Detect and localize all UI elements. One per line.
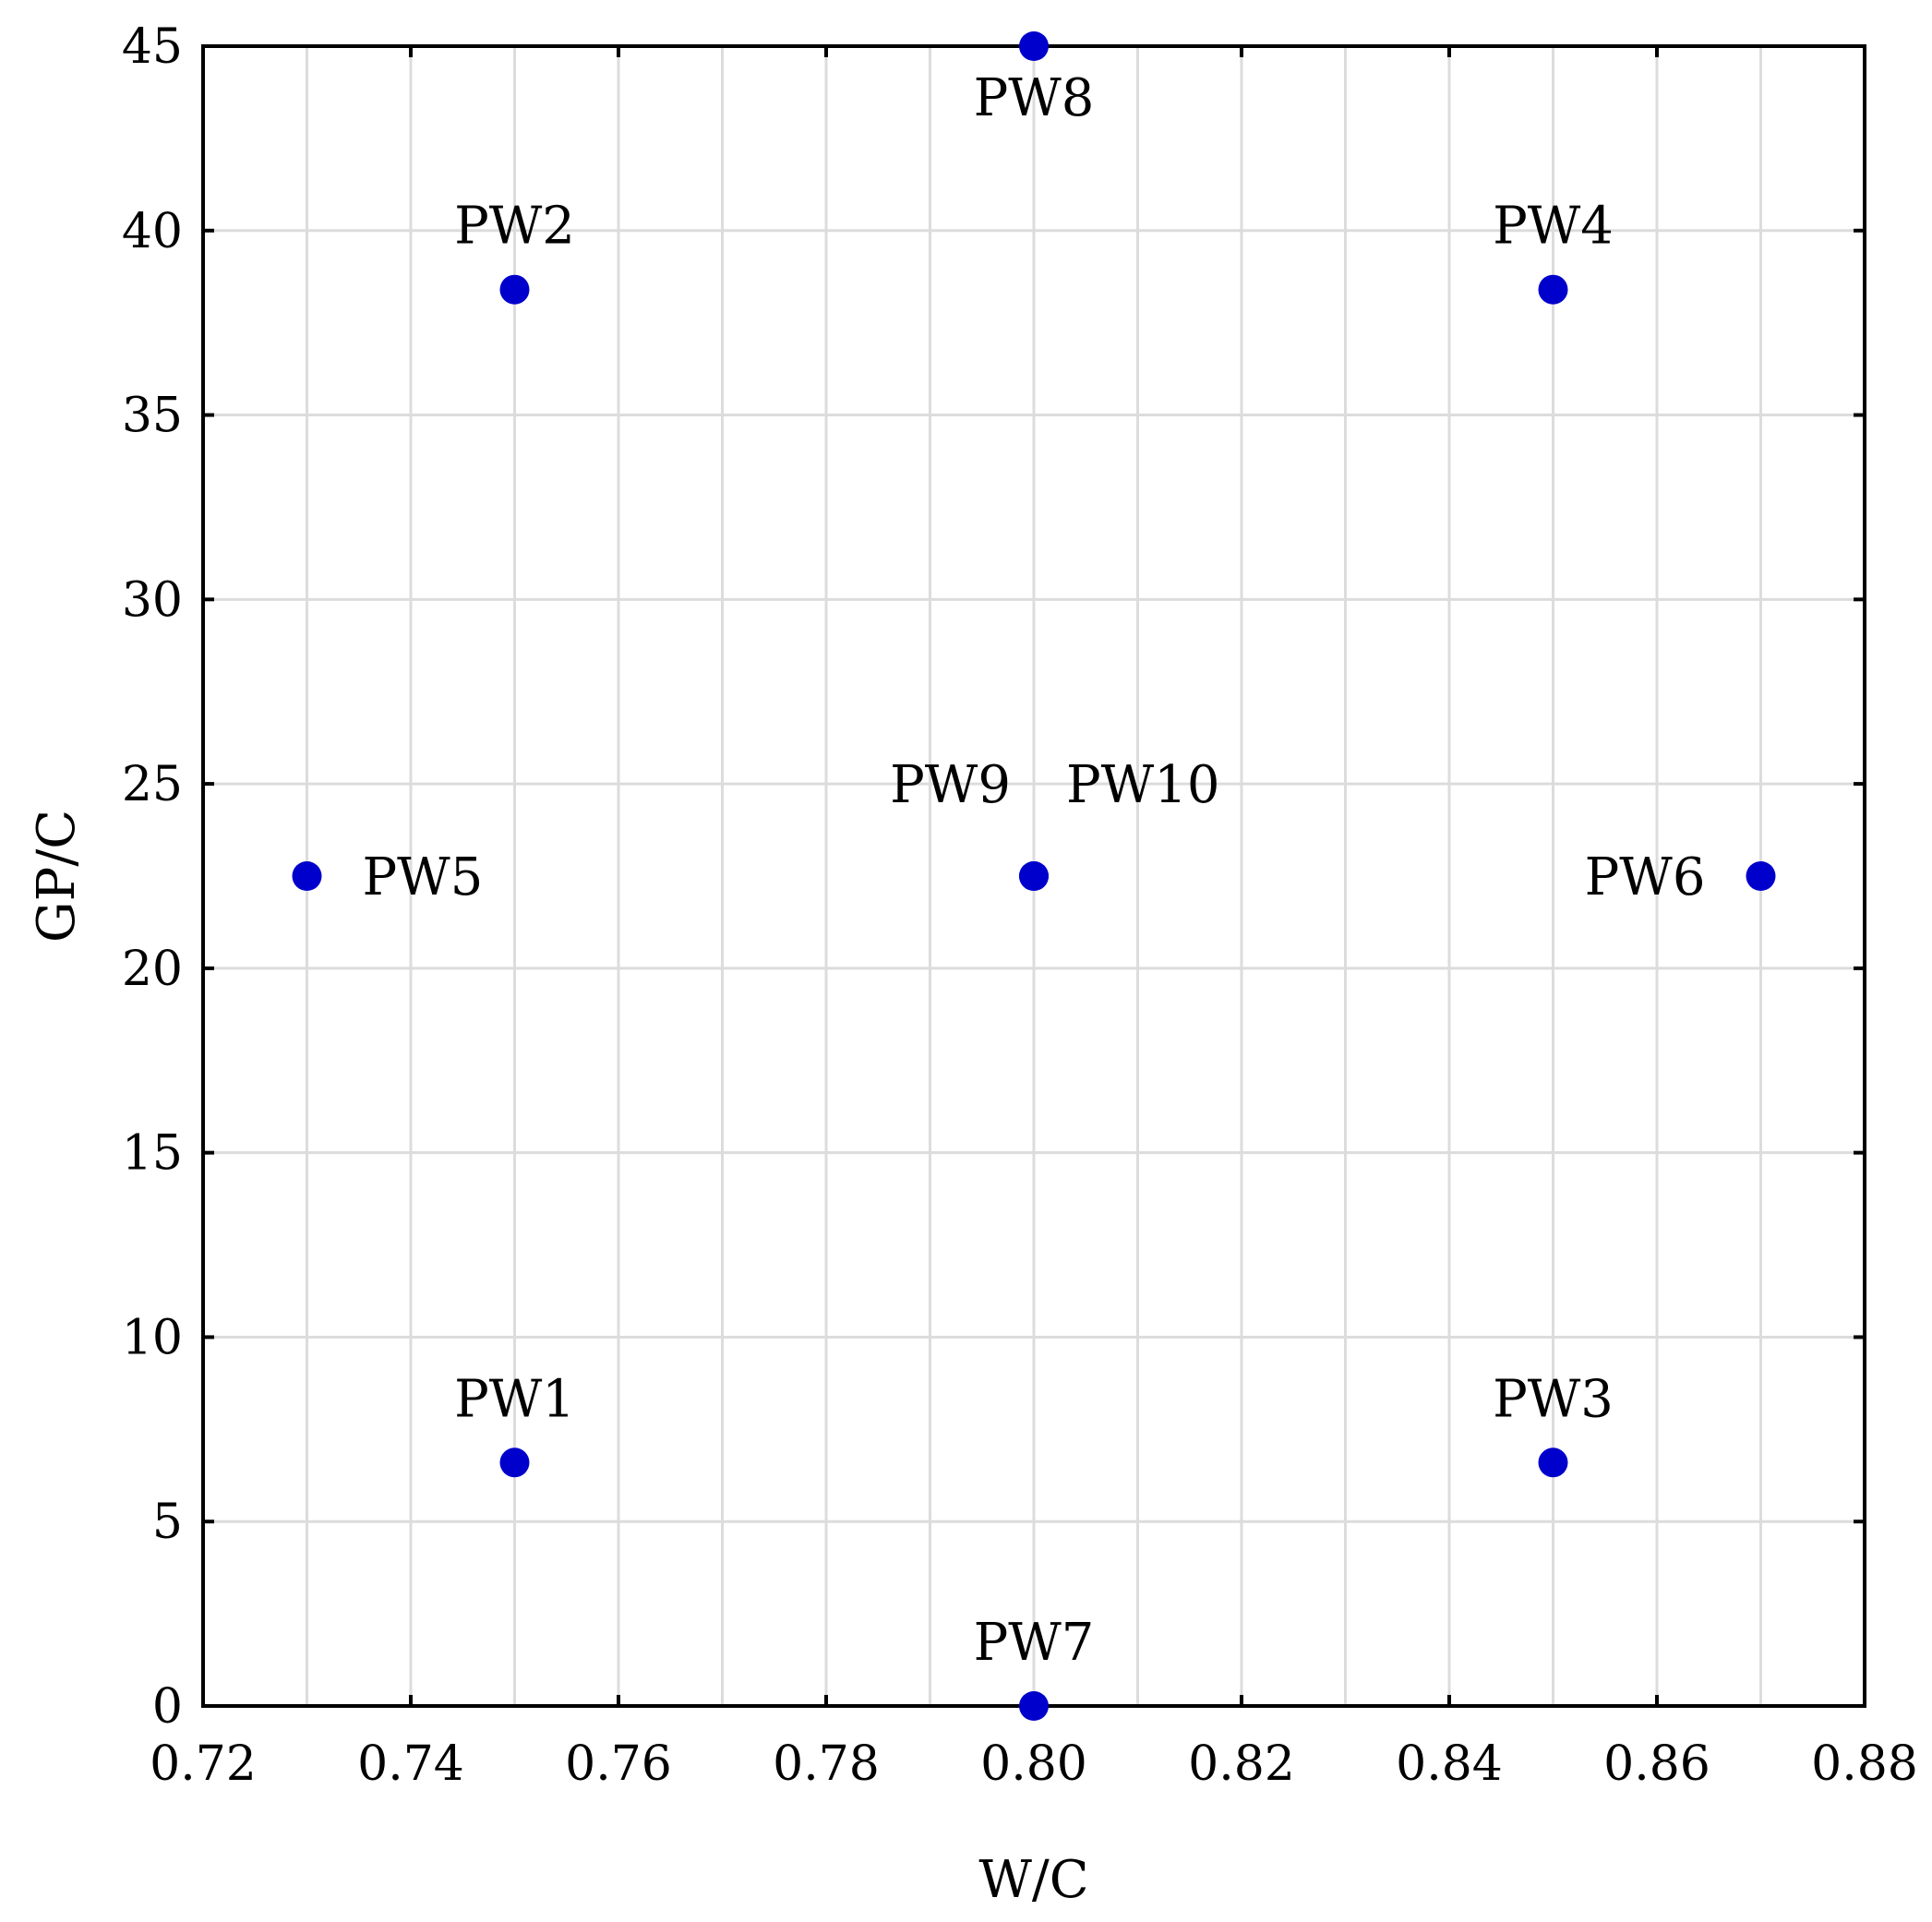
x-tick-label: 0.84	[1396, 1736, 1503, 1792]
y-tick-label: 0	[152, 1679, 183, 1735]
x-tick-label: 0.80	[980, 1736, 1087, 1792]
tick-labels: 0.72 0.74 0.76 0.78 0.80 0.82 0.84 0.86 0.88 0 5 10…	[122, 19, 1918, 1792]
x-tick-label: 0.76	[565, 1736, 672, 1792]
x-tick-label: 0.86	[1603, 1736, 1710, 1792]
data-point-pw4	[1538, 274, 1568, 305]
y-tick-label: 5	[152, 1495, 183, 1550]
grid	[203, 46, 1865, 1706]
x-tick-label: 0.78	[773, 1736, 880, 1792]
y-tick-label: 15	[122, 1126, 183, 1182]
data-point-pw3	[1538, 1448, 1568, 1478]
point-label-pw1: PW1	[454, 1369, 575, 1429]
y-tick-label: 30	[122, 572, 183, 628]
y-tick-label: 20	[122, 942, 183, 997]
y-tick-label: 45	[122, 19, 183, 75]
data-point-pw5	[292, 861, 322, 891]
y-tick-label: 35	[122, 389, 183, 444]
point-label-pw10: PW10	[1066, 755, 1220, 815]
data-point-pw6	[1746, 861, 1776, 891]
y-tick-label: 10	[122, 1310, 183, 1365]
point-label-pw6: PW6	[1585, 847, 1706, 907]
data-point-pw10	[1019, 861, 1049, 891]
data-point-pw8	[1019, 31, 1049, 61]
point-label-pw2: PW2	[454, 197, 575, 257]
data-point-pw7	[1019, 1691, 1049, 1721]
x-tick-label: 0.82	[1188, 1736, 1295, 1792]
data-point-pw2	[499, 274, 530, 305]
point-label-pw3: PW3	[1493, 1369, 1614, 1429]
x-tick-label: 0.72	[150, 1736, 257, 1792]
y-tick-label: 40	[122, 204, 183, 259]
x-tick-label: 0.74	[357, 1736, 464, 1792]
point-label-pw9: PW9	[890, 755, 1011, 815]
point-label-pw8: PW8	[974, 68, 1095, 128]
y-tick-label: 25	[122, 757, 183, 812]
point-label-pw5: PW5	[363, 847, 484, 907]
data-points	[292, 31, 1776, 1721]
point-labels: PW1 PW2 PW3 PW4 PW5 PW6 PW7 PW8 PW9 PW10	[363, 68, 1706, 1673]
x-tick-label: 0.88	[1811, 1736, 1918, 1792]
point-label-pw4: PW4	[1493, 197, 1614, 257]
point-label-pw7: PW7	[974, 1613, 1095, 1673]
axis-ticks	[201, 44, 1866, 1708]
x-axis-title: W/C	[978, 1850, 1088, 1910]
data-point-pw1	[499, 1448, 530, 1478]
y-axis-title: GP/C	[27, 810, 87, 943]
